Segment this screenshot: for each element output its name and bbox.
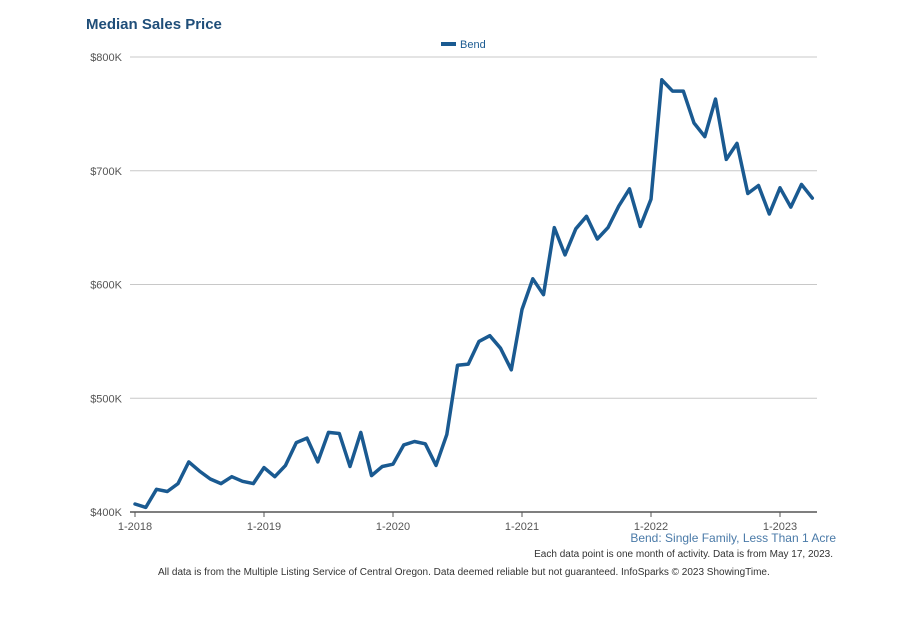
data-point xyxy=(165,489,170,494)
x-tick-label: 1-2018 xyxy=(118,521,152,533)
data-point xyxy=(563,252,568,257)
data-point xyxy=(380,464,385,469)
data-point xyxy=(251,481,256,486)
x-tick-label: 1-2020 xyxy=(376,521,410,533)
x-tick-label: 1-2021 xyxy=(505,521,539,533)
data-point xyxy=(681,89,686,94)
data-point xyxy=(294,440,299,445)
data-point xyxy=(423,441,428,446)
data-point xyxy=(412,439,417,444)
x-tick-label: 1-2022 xyxy=(634,521,668,533)
data-point xyxy=(692,120,697,125)
data-point xyxy=(520,307,525,312)
data-point xyxy=(143,505,148,510)
data-point xyxy=(595,237,600,242)
data-point xyxy=(348,464,353,469)
y-tick-label: $700K xyxy=(90,166,122,178)
data-point xyxy=(606,225,611,230)
data-point xyxy=(627,186,632,191)
data-point xyxy=(573,226,578,231)
data-note: Each data point is one month of activity… xyxy=(534,549,833,560)
data-point xyxy=(240,479,245,484)
data-point xyxy=(444,432,449,437)
data-point xyxy=(552,225,557,230)
data-point xyxy=(358,430,363,435)
data-point xyxy=(509,367,514,372)
legend[interactable]: Bend xyxy=(441,39,486,51)
gridlines xyxy=(130,56,817,399)
data-point xyxy=(133,502,138,507)
data-point xyxy=(810,196,815,201)
data-point xyxy=(229,474,234,479)
data-point xyxy=(745,191,750,196)
axes: $400K $500K $600K $700K $800K 1-2018 1-2019 1-2… xyxy=(90,52,817,533)
data-point xyxy=(735,141,740,146)
data-point xyxy=(659,77,664,82)
data-point xyxy=(616,204,621,209)
data-point xyxy=(262,465,267,470)
data-point xyxy=(670,89,675,94)
series-line-bend xyxy=(133,78,815,510)
data-point xyxy=(337,431,342,436)
data-point xyxy=(756,183,761,188)
data-point xyxy=(487,333,492,338)
data-point xyxy=(391,462,396,467)
data-point xyxy=(434,463,439,468)
data-point xyxy=(638,224,643,229)
data-point xyxy=(498,346,503,351)
data-point xyxy=(724,157,729,162)
data-point xyxy=(477,339,482,344)
data-point xyxy=(767,211,772,216)
data-point xyxy=(272,474,277,479)
data-point xyxy=(649,197,654,202)
data-point xyxy=(799,182,804,187)
data-point xyxy=(401,442,406,447)
data-point xyxy=(713,97,718,102)
x-tick-label: 1-2023 xyxy=(763,521,797,533)
data-point xyxy=(208,477,213,482)
data-point xyxy=(584,214,589,219)
data-point xyxy=(778,185,783,190)
data-point xyxy=(530,276,535,281)
y-tick-label: $800K xyxy=(90,52,122,64)
data-point xyxy=(788,205,793,210)
legend-label[interactable]: Bend xyxy=(460,39,486,51)
y-tick-label: $500K xyxy=(90,393,122,405)
data-point xyxy=(369,473,374,478)
data-point xyxy=(455,363,460,368)
series-layer xyxy=(133,77,815,510)
data-point xyxy=(176,481,181,486)
legend-swatch[interactable] xyxy=(441,42,456,46)
data-point xyxy=(466,362,471,367)
data-point xyxy=(315,459,320,464)
data-point xyxy=(186,459,191,464)
data-point xyxy=(305,436,310,441)
source-note: All data is from the Multiple Listing Se… xyxy=(158,567,770,578)
y-tick-label: $400K xyxy=(90,507,122,519)
data-point xyxy=(702,134,707,139)
y-tick-label: $600K xyxy=(90,280,122,292)
data-point xyxy=(219,481,224,486)
series-caption: Bend: Single Family, Less Than 1 Acre xyxy=(630,531,836,545)
data-point xyxy=(197,469,202,474)
x-tick-label: 1-2019 xyxy=(247,521,281,533)
data-point xyxy=(326,430,331,435)
data-point xyxy=(283,463,288,468)
data-point xyxy=(541,292,546,297)
data-point xyxy=(154,487,159,492)
chart-title: Median Sales Price xyxy=(86,16,222,33)
